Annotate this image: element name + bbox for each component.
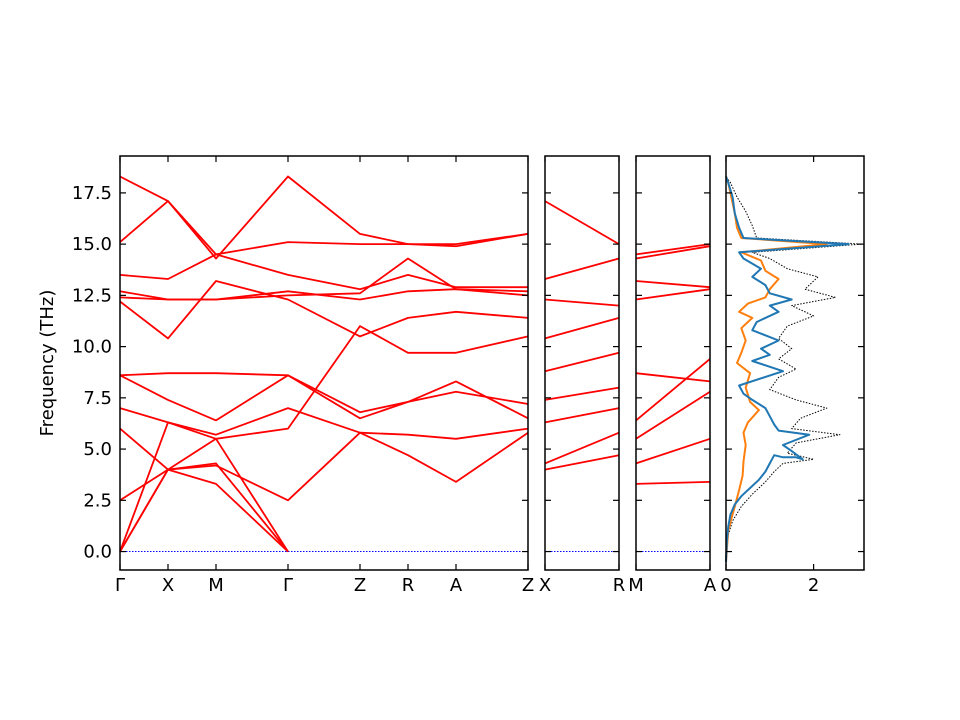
high-symmetry-label: X xyxy=(539,575,551,596)
dos-x-tick-label: 2 xyxy=(808,575,819,596)
phonon-band xyxy=(544,298,620,307)
phonon-band xyxy=(119,468,289,553)
phonon-band xyxy=(119,253,528,291)
phonon-band xyxy=(635,372,711,383)
y-tick-label: 2.5 xyxy=(83,490,112,511)
phonon-band xyxy=(635,280,711,289)
y-tick-label: 7.5 xyxy=(83,388,112,409)
y-tick-label: 15.0 xyxy=(72,234,112,255)
phonon-band xyxy=(635,390,711,440)
high-symmetry-label: A xyxy=(704,575,717,596)
high-symmetry-label: Γ xyxy=(283,575,293,596)
phonon-band xyxy=(119,372,529,420)
phonon-band xyxy=(119,374,529,422)
dos-curve xyxy=(725,176,850,562)
phonon-band xyxy=(635,243,711,256)
high-symmetry-label: M xyxy=(208,575,224,596)
dos-x-tick-label: 0 xyxy=(720,575,731,596)
phonon-band xyxy=(544,257,620,280)
y-tick-label: 0.0 xyxy=(83,542,112,563)
phonon-band xyxy=(544,431,620,465)
phonon-band xyxy=(119,200,529,256)
y-tick-label: 10.0 xyxy=(72,337,112,358)
panel-frame xyxy=(119,155,529,571)
phonon-band xyxy=(544,386,620,401)
phonon-band xyxy=(544,351,620,373)
phonon-band xyxy=(544,407,620,424)
phonon-band xyxy=(119,175,529,260)
y-axis-label: Frequency (THz) xyxy=(37,290,58,437)
phonon-band xyxy=(635,288,711,301)
phonon-band xyxy=(119,325,529,471)
phonon-band xyxy=(635,245,711,260)
dos-curve xyxy=(725,176,863,562)
high-symmetry-label: R xyxy=(613,575,626,596)
phonon-band xyxy=(544,200,620,245)
phonon-band xyxy=(635,481,711,485)
phonon-band xyxy=(544,454,620,471)
y-tick-label: 12.5 xyxy=(72,285,112,306)
high-symmetry-label: X xyxy=(162,575,174,596)
high-symmetry-label: Z xyxy=(522,575,534,596)
phonon-band xyxy=(119,288,529,301)
high-symmetry-label: M xyxy=(628,575,644,596)
high-symmetry-label: R xyxy=(402,575,415,596)
phonon-band xyxy=(119,407,529,440)
high-symmetry-label: Γ xyxy=(115,575,125,596)
panel-frame xyxy=(635,155,711,571)
high-symmetry-label: Z xyxy=(354,575,366,596)
y-tick-label: 17.5 xyxy=(72,183,112,204)
high-symmetry-label: A xyxy=(450,575,463,596)
dos-panel-frame xyxy=(725,155,865,571)
phonon-band xyxy=(119,431,529,502)
panel-frame xyxy=(544,155,620,571)
phonon-band xyxy=(635,358,711,422)
y-tick-label: 5.0 xyxy=(83,439,112,460)
phonon-band xyxy=(544,317,620,340)
phonon-band xyxy=(635,437,711,465)
phonon-band xyxy=(119,257,529,301)
phonon-band xyxy=(119,280,529,340)
band-panel-main: Γ X M Γ Z R A Z 0.0 2.5 5.0 7.5 10.0 12.5 15.0 17.5 xyxy=(72,155,534,596)
phonon-band xyxy=(119,421,289,553)
